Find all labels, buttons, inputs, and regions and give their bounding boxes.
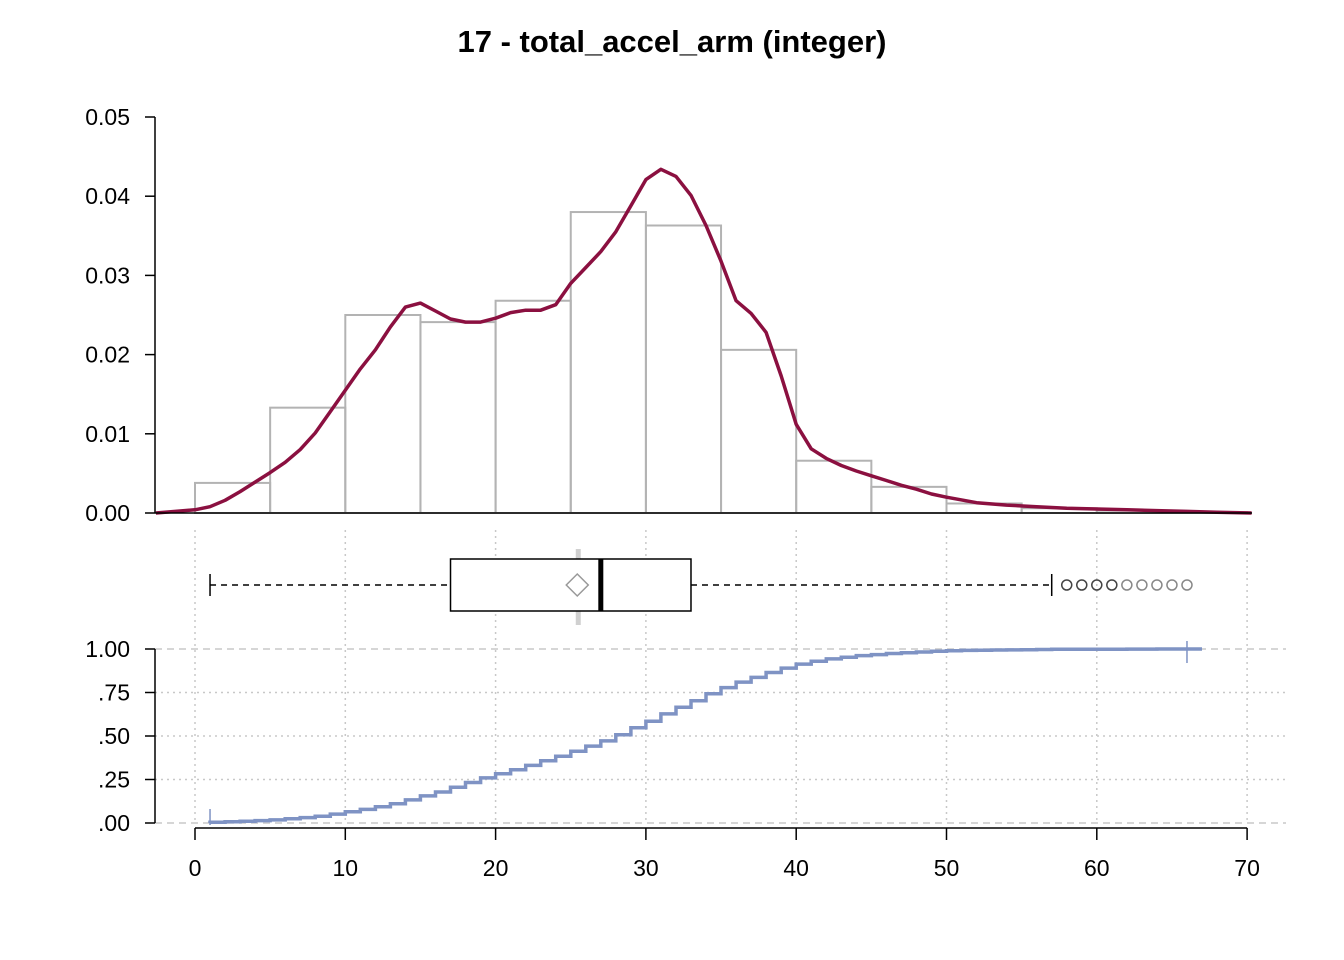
mean-diamond	[565, 572, 590, 598]
ecdf-y-tick-label: .25	[98, 767, 130, 793]
histogram-bar	[795, 459, 873, 514]
boxplot	[209, 549, 1193, 625]
histogram-y-tick-label: 0.05	[85, 104, 130, 130]
x-tick-label: 10	[333, 855, 359, 881]
outlier-point	[1151, 579, 1163, 591]
histogram-bar	[870, 485, 948, 515]
histogram-bar	[494, 299, 572, 514]
histogram-y-tick-label: 0.00	[85, 500, 130, 526]
x-tick-label: 50	[934, 855, 960, 881]
outlier-point	[1136, 579, 1148, 591]
outlier-point	[1181, 579, 1193, 591]
histogram-y-tick-label: 0.03	[85, 262, 130, 288]
grid-lines	[155, 530, 1286, 824]
histogram-bar	[644, 224, 723, 514]
ecdf-y-tick-label: 1.00	[85, 636, 130, 662]
histogram-y-tick-label: 0.01	[85, 421, 130, 447]
ecdf-y-tick-label: .50	[98, 723, 130, 749]
chart-title: 17 - total_accel_arm (integer)	[457, 24, 886, 59]
density-line	[155, 167, 1252, 515]
histogram-bar	[569, 211, 647, 514]
x-tick-label: 60	[1084, 855, 1110, 881]
outlier-point	[1091, 579, 1103, 591]
ecdf-y-tick-label: .00	[98, 810, 130, 836]
histogram-y-tick-label: 0.02	[85, 342, 130, 368]
outlier-point	[1106, 579, 1118, 591]
x-tick-label: 40	[783, 855, 809, 881]
histogram-bar	[419, 321, 497, 514]
ecdf-y-tick-label: .75	[98, 680, 130, 706]
histogram-bar	[720, 348, 798, 514]
ecdf-curve	[208, 641, 1202, 825]
x-tick-label: 20	[483, 855, 509, 881]
x-tick-label: 30	[633, 855, 659, 881]
outlier-point	[1121, 579, 1133, 591]
x-tick-label: 70	[1234, 855, 1260, 881]
outlier-point	[1076, 579, 1088, 591]
density-curve	[155, 167, 1252, 515]
histogram-bar	[344, 314, 422, 514]
axes: 0.00 0.01 0.02 0.03 0.04 0.05 .00 .25 .50 .75 1.00…	[85, 104, 1260, 881]
outlier-point	[1166, 579, 1178, 591]
outlier-point	[1060, 579, 1073, 591]
ecdf-line	[208, 647, 1202, 825]
histogram-bar	[269, 406, 347, 514]
histogram-y-tick-label: 0.04	[85, 183, 130, 209]
x-tick-label: 0	[189, 855, 202, 881]
